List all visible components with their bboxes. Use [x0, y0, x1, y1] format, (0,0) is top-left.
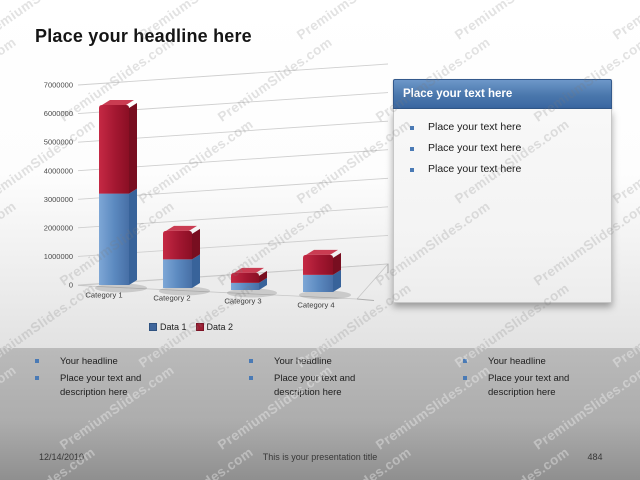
y-tick-label: 0: [69, 281, 73, 290]
y-tick-label: 6000000: [44, 109, 73, 118]
list-item: Place your text and description here: [35, 372, 240, 399]
bottom-column-2[interactable]: Your headline Place your text and descri…: [249, 355, 454, 403]
list-item: Your headline: [35, 355, 240, 368]
list-item: Place your text here: [410, 163, 601, 175]
bullet-icon: [410, 168, 414, 172]
list-item: Place your text here: [410, 121, 601, 133]
cat-layer: Category 1 Category 2 Category 3 Category 4: [85, 291, 334, 310]
slide-headline[interactable]: Place your headline here: [35, 26, 252, 46]
category-label: Category 4: [297, 301, 334, 310]
bullet-text: Place your text here: [428, 163, 522, 175]
legend-swatch-blue-icon: [149, 323, 157, 331]
legend-label: Data 1: [160, 322, 187, 332]
list-item: Your headline: [463, 355, 640, 368]
legend-swatch-red-icon: [195, 323, 204, 331]
bullet-icon: [463, 359, 467, 363]
bars-layer: [95, 100, 351, 300]
column-headline: Your headline: [488, 356, 546, 367]
chart-legend: Data 1 Data 2: [149, 322, 233, 332]
bullet-icon: [463, 376, 467, 381]
footer-page-number: 484: [587, 452, 603, 462]
bottom-column-1[interactable]: Your headline Place your text and descri…: [35, 355, 240, 403]
legend-label: Data 2: [206, 322, 234, 332]
footer-date: 12/14/2010: [39, 452, 85, 462]
column-description: Place your text and description here: [274, 373, 356, 398]
category-label: Category 2: [153, 294, 190, 303]
floor-tick-front: [356, 298, 375, 301]
legend-item-data2: Data 2: [195, 322, 234, 332]
y-tick-label: 3000000: [44, 195, 73, 204]
y-tick-label: 1000000: [44, 252, 73, 261]
bullet-icon: [35, 359, 39, 363]
column-description: Place your text and description here: [60, 373, 142, 398]
bullet-icon: [249, 359, 253, 363]
column-description: Place your text and description here: [488, 373, 570, 398]
bullet-icon: [35, 376, 39, 381]
category-label: Category 3: [224, 297, 261, 306]
y-tick-label: 5000000: [44, 138, 73, 147]
footer-presentation-title: This is your presentation title: [262, 452, 378, 462]
grid-layer: 0 1000000 2000000 3000000 4000000 5000000 6000…: [44, 63, 389, 290]
y-tick-label: 4000000: [44, 166, 73, 175]
text-box[interactable]: Place your text here Place your text her…: [393, 79, 612, 303]
category-label: Category 1: [85, 291, 122, 300]
text-box-title: Place your text here: [403, 88, 513, 100]
bullet-icon: [410, 126, 414, 130]
bottom-column-3[interactable]: Your headline Place your text and descri…: [463, 355, 640, 403]
bullet-icon: [249, 376, 253, 381]
column-headline: Your headline: [60, 356, 118, 367]
text-box-header: Place your text here: [393, 79, 612, 109]
y-tick-label: 7000000: [44, 81, 73, 90]
bullet-text: Place your text here: [428, 142, 522, 154]
y-tick-label: 2000000: [44, 223, 73, 232]
list-item: Place your text here: [410, 142, 601, 154]
background-gray-band: [0, 348, 640, 480]
bullet-icon: [410, 147, 414, 151]
bullet-text: Place your text here: [428, 121, 522, 133]
list-item: Your headline: [249, 355, 454, 368]
text-box-body: Place your text here Place your text her…: [393, 109, 612, 303]
legend-item-data1: Data 1: [149, 322, 187, 332]
list-item: Place your text and description here: [463, 372, 640, 399]
list-item: Place your text and description here: [249, 372, 454, 399]
column-headline: Your headline: [274, 356, 332, 367]
